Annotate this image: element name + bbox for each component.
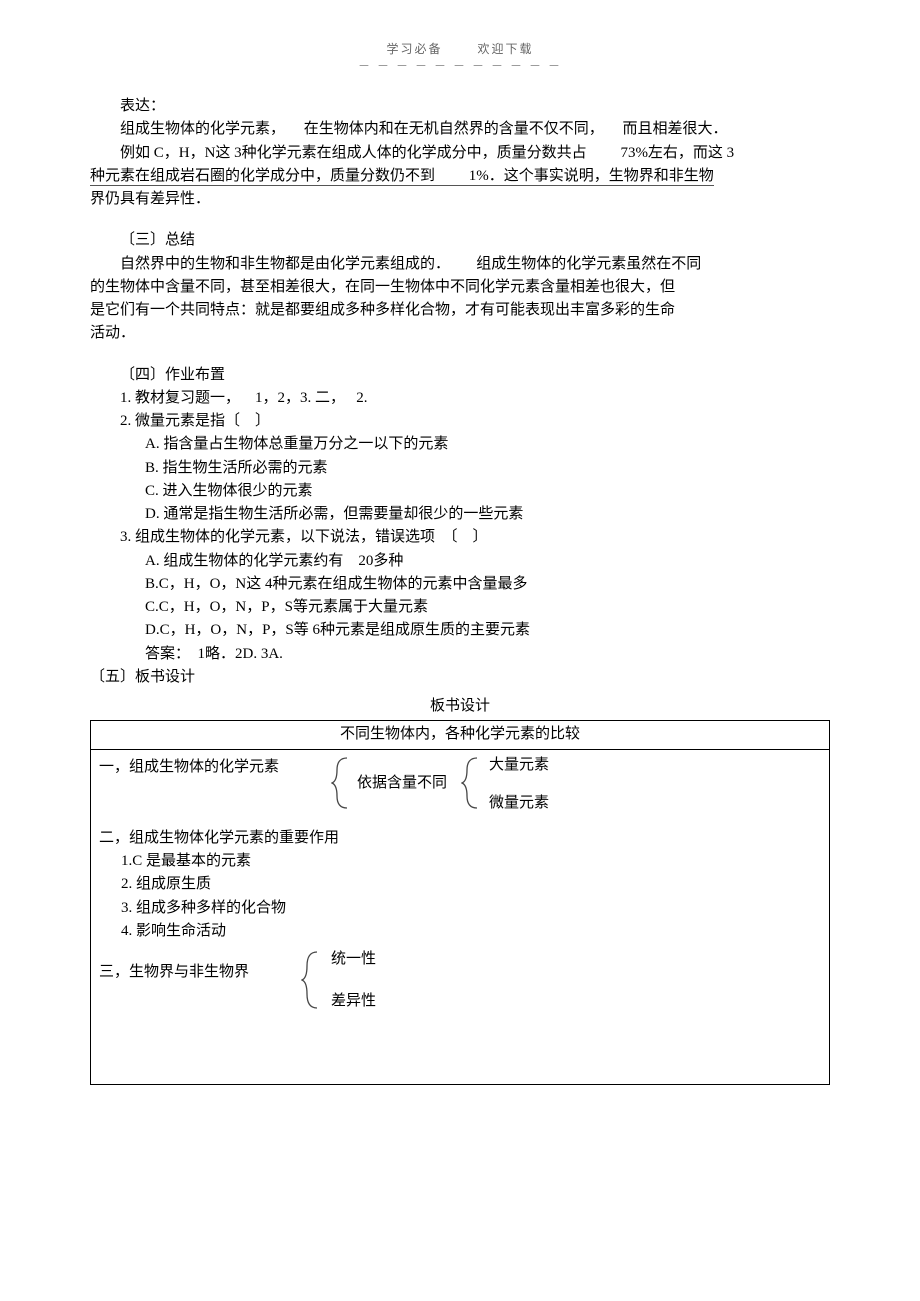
header-dashes: － － － － － － － － － － －	[90, 57, 830, 76]
hw2a: A. 指含量占生物体总重量万分之一以下的元素	[90, 433, 830, 456]
brace3-top: 统一性	[331, 948, 376, 971]
p-elements-2: 例如 C，H，N这 3种化学元素在组成人体的化学成分中，质量分数共占 73%左右…	[90, 142, 830, 165]
s3-para3: 是它们有一个共同特点：就是都要组成多种多样化合物，才有可能表现出丰富多彩的生命	[90, 299, 830, 322]
text: 20多种	[358, 553, 403, 569]
text: 组成生物体的化学元素虽然在不同	[476, 256, 701, 272]
text: 1. 教材复习题一，	[120, 390, 240, 406]
text: 自然界中的生物和非生物都是由化学元素组成的．	[120, 256, 450, 272]
hw2: 2. 微量元素是指〔 〕	[90, 410, 830, 433]
s3-title: 〔三〕总结	[90, 229, 830, 252]
p-express: 表达：	[90, 95, 830, 118]
board-title: 板书设计	[90, 695, 830, 718]
hw2d: D. 通常是指生物生活所必需，但需要量却很少的一些元素	[90, 503, 830, 526]
hw3b: B.C，H，O，N这 4种元素在组成生物体的元素中含量最多	[90, 573, 830, 596]
hw3: 3. 组成生物体的化学元素，以下说法，错误选项 〔 〕	[90, 526, 830, 549]
s3-para2: 的生物体中含量不同，甚至相差很大，在同一生物体中不同化学元素含量相差也很大，但	[90, 276, 830, 299]
header-left: 学习必备	[386, 42, 442, 56]
s4-title: 〔四〕作业布置	[90, 364, 830, 387]
brace1-label: 依据含量不同	[357, 772, 447, 795]
hw3c: C.C，H，O，N，P，S等元素属于大量元素	[90, 596, 830, 619]
header-right: 欢迎下载	[478, 42, 534, 56]
s3-para4: 活动．	[90, 322, 830, 345]
brace1-top: 大量元素	[489, 754, 549, 777]
text: 73%左右，而这 3	[620, 145, 734, 161]
p-elements-1: 组成生物体的化学元素， 在生物体内和在无机自然界的含量不仅不同， 而且相差很大．	[90, 118, 830, 141]
board-body: 一，组成生物体的化学元素 依据含量不同 大量元素 微量元素 二，组成生物体化学元…	[91, 750, 829, 1084]
hw3d: D.C，H，O，N，P，S等 6种元素是组成原生质的主要元素	[90, 619, 830, 642]
hw2b: B. 指生物生活所必需的元素	[90, 457, 830, 480]
answers: 答案： 1略．2D. 3A.	[90, 643, 830, 666]
brace-icon	[461, 756, 483, 810]
brace1-bot: 微量元素	[489, 792, 549, 815]
board-row2-4: 4. 影响生命活动	[99, 920, 821, 943]
text: 1%．这个事实说明，生物界和非生物	[469, 168, 714, 184]
underlined-text: 种元素在组成岩石圈的化学成分中，质量分数仍不到 1%．这个事实说明，生物界和非生…	[90, 168, 714, 186]
text: 而且相差很大．	[623, 121, 728, 137]
board-box: 不同生物体内，各种化学元素的比较 一，组成生物体的化学元素 依据含量不同 大量元…	[90, 720, 830, 1084]
text: 例如 C，H，N这 3种化学元素在组成人体的化学成分中，质量分数共占	[120, 145, 587, 161]
brace-icon	[301, 950, 323, 1010]
hw3a: A. 组成生物体的化学元素约有 20多种	[90, 550, 830, 573]
board-row2: 二，组成生物体化学元素的重要作用	[99, 827, 821, 850]
board-head: 不同生物体内，各种化学元素的比较	[91, 721, 829, 749]
text: 在生物体内和在无机自然界的含量不仅不同，	[304, 121, 604, 137]
s5-title: 〔五〕板书设计	[90, 666, 830, 689]
text: 组成生物体的化学元素，	[120, 121, 285, 137]
hw1: 1. 教材复习题一， 1，2，3. 二， 2.	[90, 387, 830, 410]
board-row2-3: 3. 组成多种多样的化合物	[99, 897, 821, 920]
board-row1: 一，组成生物体的化学元素	[99, 756, 821, 779]
board-row2-1: 1.C 是最基本的元素	[99, 850, 821, 873]
hw2c: C. 进入生物体很少的元素	[90, 480, 830, 503]
board-row2-2: 2. 组成原生质	[99, 873, 821, 896]
text: 2.	[356, 390, 367, 406]
board-row3: 三，生物界与非生物界	[99, 961, 821, 984]
text: 1，2，3. 二，	[255, 390, 345, 406]
p-elements-3: 种元素在组成岩石圈的化学成分中，质量分数仍不到 1%．这个事实说明，生物界和非生…	[90, 165, 830, 188]
brace-icon	[331, 756, 353, 810]
p-elements-4: 界仍具有差异性．	[90, 188, 830, 211]
text: A. 组成生物体的化学元素约有	[145, 553, 343, 569]
page: 学习必备 欢迎下载 － － － － － － － － － － － 表达： 组成生物…	[0, 0, 920, 1301]
s3-para1: 自然界中的生物和非生物都是由化学元素组成的． 组成生物体的化学元素虽然在不同	[90, 253, 830, 276]
brace3-bot: 差异性	[331, 990, 376, 1013]
text: 种元素在组成岩石圈的化学成分中，质量分数仍不到	[90, 168, 435, 184]
